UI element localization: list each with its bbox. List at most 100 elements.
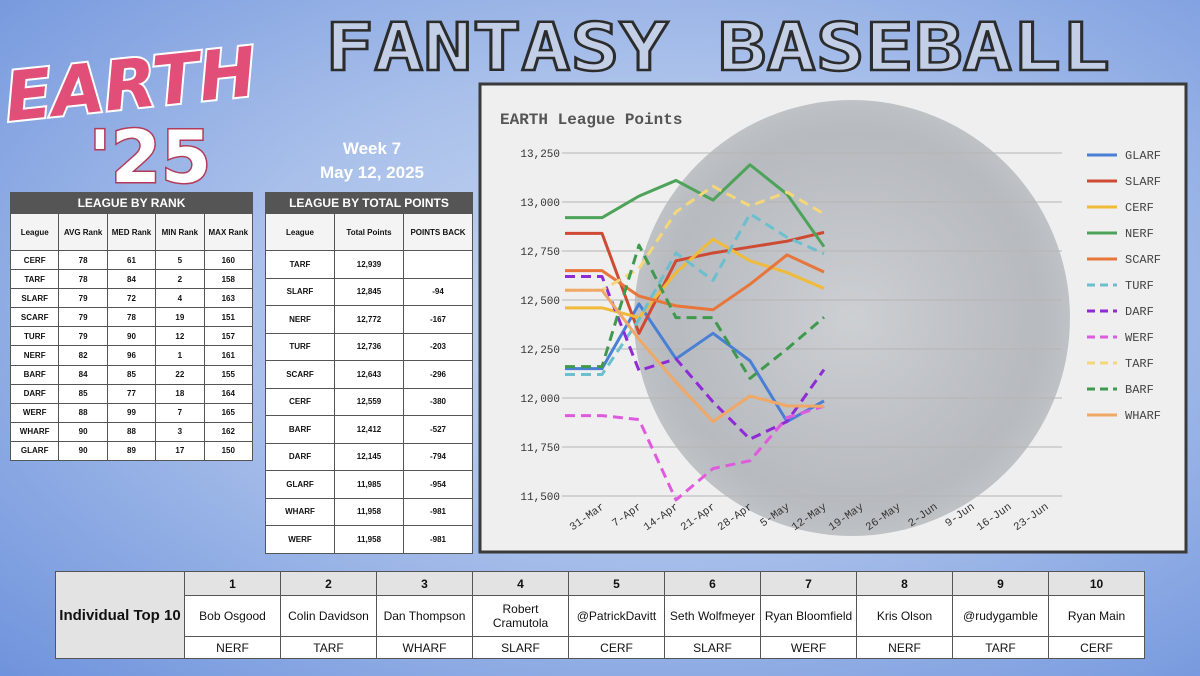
table-row: SCARF 79 78 19 151: [9, 307, 254, 328]
table-cell: 79: [58, 307, 108, 328]
header-row: League Total Points POINTS BACK: [265, 213, 473, 251]
column-header: League: [265, 213, 335, 251]
earth-image: [634, 100, 1070, 536]
table-cell: 90: [58, 440, 108, 462]
column-header: MIN Rank: [155, 213, 205, 251]
legend-label: CERF: [1125, 201, 1154, 215]
legend-label: GLARF: [1125, 149, 1161, 163]
league-cell: TARF: [280, 636, 377, 659]
legend-label: WHARF: [1125, 409, 1161, 423]
player-row: Bob Osgood Colin Davidson Dan Thompson Robe…: [56, 595, 1145, 637]
legend-label: TARF: [1125, 357, 1154, 371]
table-cell: 155: [203, 364, 254, 385]
table-cell: 12,845: [334, 277, 404, 306]
table-cell: 11,958: [334, 497, 404, 526]
column-header: Total Points: [334, 213, 404, 251]
table-row: BARF 12,412 -527: [265, 415, 473, 444]
table-row: WHARF 11,958 -981: [265, 497, 473, 526]
league-cell: WHARF: [376, 636, 473, 659]
table-cell: BARF: [9, 364, 60, 385]
table-cell: 12,772: [334, 305, 404, 334]
table-cell: 22: [155, 364, 205, 385]
table-cell: TARF: [265, 250, 335, 279]
table-cell: 72: [106, 288, 157, 309]
table-cell: -981: [403, 497, 473, 526]
league-cell: SLARF: [472, 636, 569, 659]
table-row: NERF 12,772 -167: [265, 305, 473, 334]
y-tick-label: 11,750: [520, 443, 560, 455]
table-row: TARF 12,939: [265, 250, 473, 279]
league-cell: NERF: [856, 636, 953, 659]
league-cell: TARF: [952, 636, 1049, 659]
legend-label: NERF: [1125, 227, 1154, 241]
table-cell: 85: [106, 364, 157, 385]
table-cell: SLARF: [9, 288, 60, 309]
table-cell: NERF: [265, 305, 335, 334]
table-cell: 17: [155, 440, 205, 462]
table-cell: 88: [58, 402, 108, 423]
table-row: WERF 88 99 7 165: [9, 402, 254, 423]
rank-cell: 8: [856, 571, 953, 596]
table-cell: CERF: [9, 249, 60, 271]
top10-title: Individual Top 10: [55, 571, 185, 659]
league-cell: WERF: [760, 636, 857, 659]
rank-cell: 2: [280, 571, 377, 596]
table-cell: 12: [155, 326, 205, 347]
table-row: BARF 84 85 22 155: [9, 364, 254, 385]
table-cell: 85: [58, 383, 108, 404]
series-line: [565, 302, 825, 424]
player-cell: Dan Thompson: [376, 595, 473, 637]
column-header: POINTS BACK: [403, 213, 473, 251]
table-cell: 4: [155, 288, 205, 309]
legend-label: BARF: [1125, 383, 1154, 397]
table-row: NERF 82 96 1 161: [9, 345, 254, 366]
table-row: CERF 78 61 5 160: [9, 249, 254, 271]
rank-cell: 6: [664, 571, 761, 596]
points-table: LEAGUE BY TOTAL POINTS League Total Points…: [265, 192, 473, 554]
table-cell: GLARF: [9, 440, 60, 462]
player-cell: @PatrickDavitt: [568, 595, 665, 637]
legend-label: DARF: [1125, 305, 1154, 319]
table-cell: SLARF: [265, 277, 335, 306]
table-cell: 157: [203, 326, 254, 347]
table-cell: 11,958: [334, 525, 404, 554]
player-cell: Ryan Main: [1048, 595, 1145, 637]
table-cell: 7: [155, 402, 205, 423]
rank-table: LEAGUE BY RANK League AVG Rank MED Rank MIN …: [9, 192, 254, 462]
chart-title: EARTH League Points: [500, 111, 682, 129]
table-row: WERF 11,958 -981: [265, 525, 473, 554]
league-cell: CERF: [568, 636, 665, 659]
table-cell: 12,939: [334, 250, 404, 279]
title-row: LEAGUE BY TOTAL POINTS: [265, 192, 473, 214]
rank-cell: 4: [472, 571, 569, 596]
table-cell: 84: [58, 364, 108, 385]
series-line: [565, 404, 825, 502]
table-row: SLARF 12,845 -94: [265, 277, 473, 306]
player-cell: Bob Osgood: [184, 595, 281, 637]
date: May 12, 2025: [320, 163, 424, 182]
table-cell: CERF: [265, 387, 335, 416]
y-tick-label: 12,500: [520, 296, 560, 308]
table-row: GLARF 11,985 -954: [265, 470, 473, 499]
table-cell: -296: [403, 360, 473, 389]
table-cell: BARF: [265, 415, 335, 444]
table-cell: 12,145: [334, 442, 404, 471]
table-cell: 89: [106, 440, 157, 462]
rank-cell: 5: [568, 571, 665, 596]
player-cell: @rudygamble: [952, 595, 1049, 637]
table-cell: 151: [203, 307, 254, 328]
table-cell: -794: [403, 442, 473, 471]
table-cell: 2: [155, 269, 205, 290]
league-row: NERF TARF WHARF SLARF CERF SLARF WERF NERF TARF C…: [56, 636, 1145, 659]
table-cell: -380: [403, 387, 473, 416]
column-header: AVG Rank: [58, 213, 108, 251]
rank-cell: 9: [952, 571, 1049, 596]
table-cell: 1: [155, 345, 205, 366]
series-line: [565, 288, 825, 424]
series-line: [565, 163, 826, 248]
table-cell: DARF: [265, 442, 335, 471]
y-tick-label: 11,500: [520, 492, 560, 504]
table-row: WHARF 90 88 3 162: [9, 421, 254, 442]
player-cell: Robert Cramutola: [472, 595, 569, 637]
table-cell: 78: [58, 249, 108, 271]
